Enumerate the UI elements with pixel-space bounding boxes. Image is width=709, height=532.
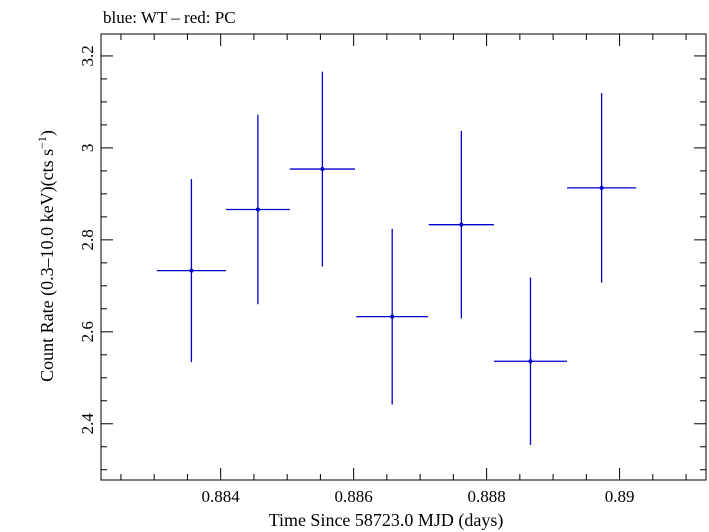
x-axis-title: Time Since 58723.0 MJD (days) xyxy=(269,510,504,531)
data-marks xyxy=(156,71,637,445)
data-point xyxy=(255,207,260,212)
data-point xyxy=(390,314,395,319)
y-tick-label: 3.2 xyxy=(78,45,97,66)
y-axis-title-main: Count Rate (0.3–10.0 keV)(cts s xyxy=(37,149,58,382)
y-axis-title-superscript: −1 xyxy=(35,136,49,149)
data-point xyxy=(528,359,533,364)
y-tick-label: 2.8 xyxy=(78,229,97,250)
x-tick-label: 0.888 xyxy=(467,487,505,506)
y-axis-title: Count Rate (0.3–10.0 keV)(cts s−1) xyxy=(35,130,58,382)
x-tick-label: 0.89 xyxy=(605,487,635,506)
plot-frame xyxy=(100,33,707,481)
data-point xyxy=(599,185,604,190)
data-point xyxy=(459,222,464,227)
y-axis-title-end: ) xyxy=(37,130,58,136)
chart-title: blue: WT – red: PC xyxy=(103,8,236,27)
y-tick-label: 2.4 xyxy=(78,413,97,435)
data-point xyxy=(189,268,194,273)
data-point xyxy=(320,167,325,172)
y-tick-label: 3 xyxy=(78,144,97,153)
x-tick-label: 0.884 xyxy=(202,487,241,506)
x-tick-label: 0.886 xyxy=(335,487,373,506)
axis-ticks xyxy=(101,34,706,480)
tick-labels: 0.884 0.886 0.888 0.89 2.4 2.6 2.8 3 3.2 xyxy=(78,45,634,506)
y-tick-label: 2.6 xyxy=(78,321,97,342)
